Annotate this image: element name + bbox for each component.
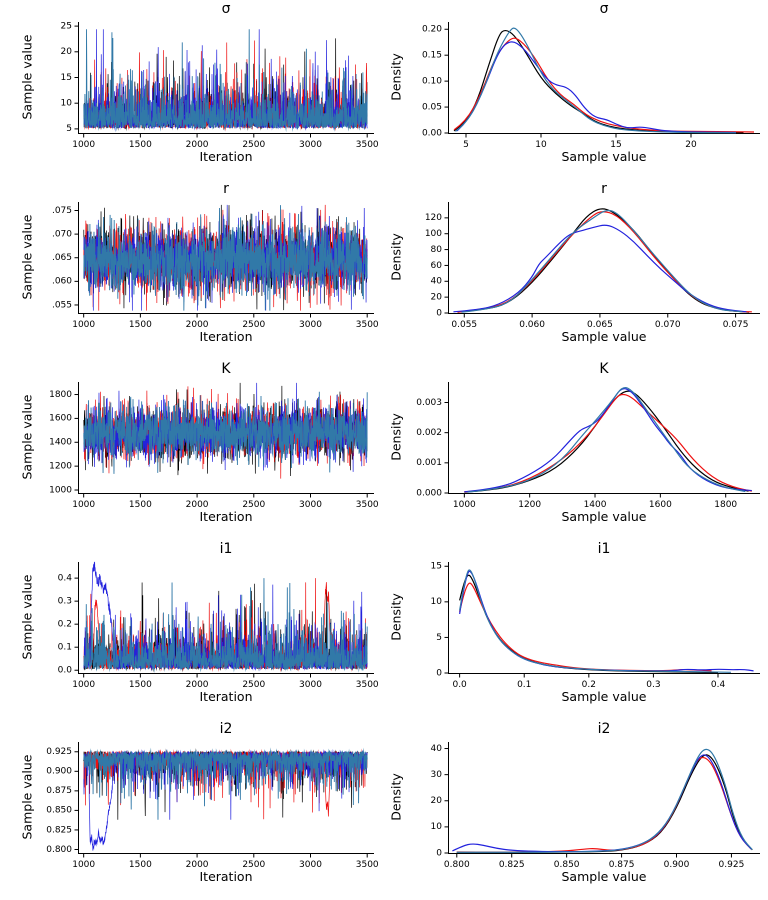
sigma-trace-plot: σ Sample value Iteration — [0, 0, 384, 180]
x-axis-label: Iteration — [199, 149, 253, 164]
i2-trace-plot: i2 Sample value Iteration — [0, 720, 384, 900]
x-axis-label: Sample value — [561, 689, 647, 704]
r-density-plot: r Density Sample value — [384, 180, 768, 360]
K-density-plot: K Density Sample value — [384, 360, 768, 540]
i2-density-canvas — [384, 720, 768, 900]
row-sigma: σ Sample value Iteration σ Density Sampl… — [0, 0, 768, 180]
sigma-trace-canvas — [0, 0, 384, 180]
i2-trace-canvas — [0, 720, 384, 900]
x-axis-label: Iteration — [199, 869, 253, 884]
K-trace-plot: K Sample value Iteration — [0, 360, 384, 540]
r-density-canvas — [384, 180, 768, 360]
row-i2: i2 Sample value Iteration i2 Density Sam… — [0, 720, 768, 900]
K-trace-canvas — [0, 360, 384, 540]
x-axis-label: Sample value — [561, 329, 647, 344]
x-axis-label: Sample value — [561, 869, 647, 884]
row-K: K Sample value Iteration K Density Sampl… — [0, 360, 768, 540]
sigma-density-canvas — [384, 0, 768, 180]
row-i1: i1 Sample value Iteration i1 Density Sam… — [0, 540, 768, 720]
sigma-density-plot: σ Density Sample value — [384, 0, 768, 180]
x-axis-label: Sample value — [561, 149, 647, 164]
r-trace-canvas — [0, 180, 384, 360]
r-trace-plot: r Sample value Iteration — [0, 180, 384, 360]
x-axis-label: Iteration — [199, 689, 253, 704]
i1-density-canvas — [384, 540, 768, 720]
i1-density-plot: i1 Density Sample value — [384, 540, 768, 720]
K-density-canvas — [384, 360, 768, 540]
x-axis-label: Iteration — [199, 509, 253, 524]
row-r: r Sample value Iteration r Density Sampl… — [0, 180, 768, 360]
i1-trace-canvas — [0, 540, 384, 720]
i1-trace-plot: i1 Sample value Iteration — [0, 540, 384, 720]
i2-density-plot: i2 Density Sample value — [384, 720, 768, 900]
x-axis-label: Iteration — [199, 329, 253, 344]
x-axis-label: Sample value — [561, 509, 647, 524]
